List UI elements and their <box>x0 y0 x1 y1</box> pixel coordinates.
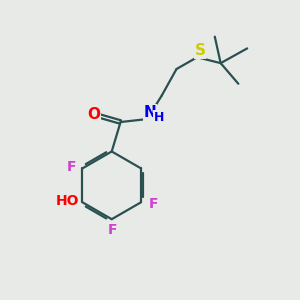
Text: HO: HO <box>56 194 80 208</box>
Text: N: N <box>144 105 156 120</box>
Text: F: F <box>108 224 117 237</box>
Text: F: F <box>149 197 158 211</box>
Text: O: O <box>87 107 100 122</box>
Text: S: S <box>195 43 206 58</box>
Text: F: F <box>67 160 76 174</box>
Text: H: H <box>154 111 164 124</box>
